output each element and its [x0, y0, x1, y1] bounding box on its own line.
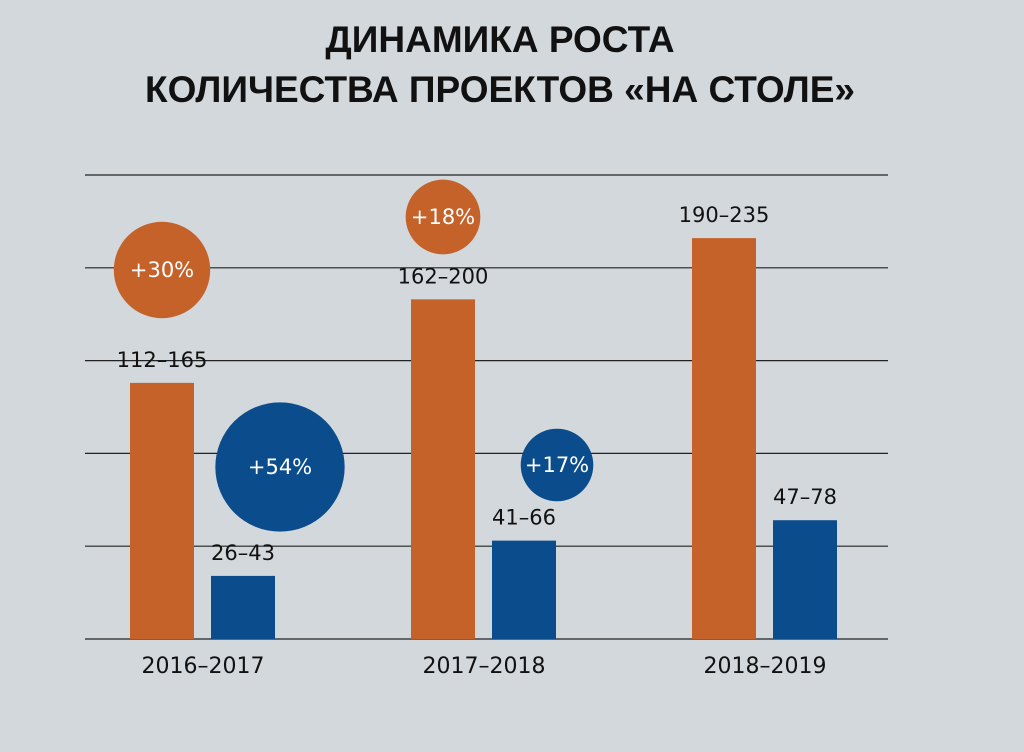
value-label: 162–200: [398, 264, 489, 288]
growth-label: +17%: [525, 453, 589, 477]
growth-label: +18%: [411, 205, 475, 229]
bar: [411, 299, 475, 639]
growth-bubble: [113, 221, 211, 319]
bar: [692, 238, 756, 639]
bar: [773, 520, 837, 639]
x-tick-label: 2016–2017: [142, 654, 265, 679]
growth-label: +54%: [248, 455, 312, 479]
value-label: 190–235: [679, 203, 770, 227]
bar: [492, 540, 556, 639]
growth-label: +30%: [130, 258, 194, 282]
growth-bubble: [405, 179, 481, 255]
value-label: 41–66: [492, 506, 556, 530]
bar: [211, 575, 275, 639]
value-label: 47–78: [773, 485, 837, 509]
x-tick-label: 2017–2018: [423, 654, 546, 679]
growth-bubble: [520, 428, 594, 502]
chart-title: ДИНАМИКА РОСТА: [325, 19, 674, 60]
value-label: 26–43: [211, 541, 275, 565]
growth-bubble: [215, 402, 345, 532]
x-tick-label: 2018–2019: [704, 654, 827, 679]
value-label: 112–165: [117, 348, 208, 372]
bar: [130, 382, 194, 639]
chart-title: КОЛИЧЕСТВА ПРОЕКТОВ «НА СТОЛЕ»: [145, 69, 855, 110]
